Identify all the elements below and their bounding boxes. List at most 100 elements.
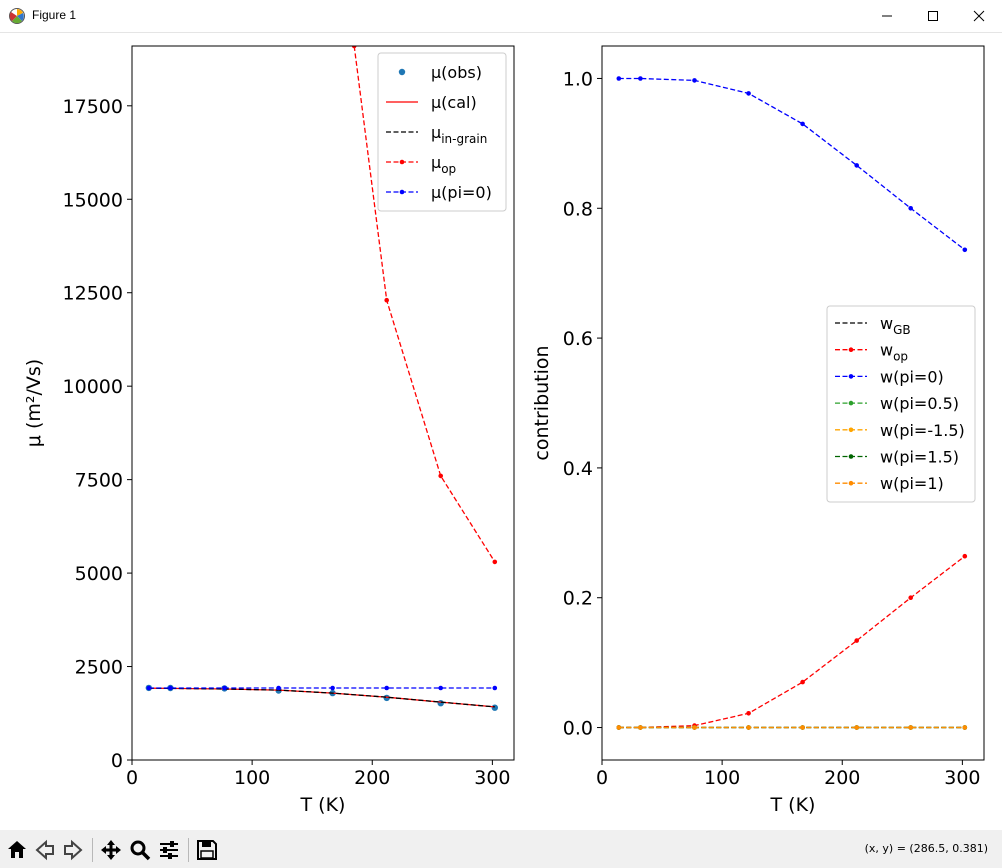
figure-svg: 0 100 200 300 0 2500 5000 7500 10000 12500 15000 17… bbox=[23, 45, 985, 816]
legend-entry: wop bbox=[835, 341, 908, 364]
maximize-icon bbox=[928, 11, 938, 21]
data-point bbox=[492, 559, 498, 565]
legend-label: wop bbox=[880, 341, 908, 364]
plot-area bbox=[145, 46, 498, 711]
legend-frame bbox=[377, 52, 507, 212]
series-3 bbox=[616, 76, 968, 253]
series-2 bbox=[616, 553, 968, 730]
data-point bbox=[908, 725, 913, 730]
legend-marker bbox=[399, 159, 405, 165]
data-point bbox=[962, 725, 968, 730]
series-5 bbox=[146, 685, 498, 691]
configure-subplots-icon bbox=[160, 841, 178, 859]
save-button[interactable] bbox=[194, 837, 220, 863]
legend-marker bbox=[398, 68, 406, 76]
x-tick-label: 200 bbox=[824, 767, 860, 789]
chart-2: 0 100 200 300 0.0 0.2 0.4 0.6 0.8 1.0 T (K) contrib… bbox=[531, 45, 985, 816]
save-icon bbox=[197, 840, 217, 860]
series-line bbox=[618, 77, 966, 251]
data-point bbox=[962, 247, 968, 253]
forward-button[interactable] bbox=[60, 837, 86, 863]
legend-entry: μ(cal) bbox=[386, 93, 477, 112]
axes-frame bbox=[131, 45, 515, 761]
data-point bbox=[746, 91, 751, 96]
legend-label: μ(obs) bbox=[431, 63, 482, 82]
pan-icon bbox=[101, 840, 121, 860]
legend-label: w(pi=1.5) bbox=[880, 448, 959, 467]
pan-button[interactable] bbox=[98, 837, 124, 863]
home-icon bbox=[8, 841, 26, 858]
window-title: Figure 1 bbox=[32, 8, 77, 22]
back-button[interactable] bbox=[32, 837, 58, 863]
data-point bbox=[692, 78, 697, 83]
data-point bbox=[276, 685, 281, 691]
legend-label: w(pi=0.5) bbox=[880, 394, 959, 413]
series-7 bbox=[616, 725, 968, 730]
y-tick-label: 0.4 bbox=[563, 458, 593, 480]
y-tick-label: 0.2 bbox=[563, 588, 593, 610]
x-tick-label: 100 bbox=[704, 767, 740, 789]
minimize-button[interactable] bbox=[864, 0, 910, 32]
close-icon bbox=[973, 10, 985, 22]
legend-entry: wGB bbox=[835, 314, 911, 337]
data-point bbox=[492, 685, 498, 691]
x-axis-label: T (K) bbox=[770, 794, 816, 816]
figure-canvas[interactable]: 0 100 200 300 0 2500 5000 7500 10000 12500 15000 17… bbox=[0, 33, 1002, 830]
y-tick-label: 5000 bbox=[75, 563, 123, 585]
data-point bbox=[146, 685, 152, 691]
legend: wGB wop w(pi=0) w(pi=0.5) w(pi=-1.5) w(pi=1.5… bbox=[826, 305, 976, 503]
y-tick-label: 0.0 bbox=[563, 718, 593, 740]
data-point bbox=[854, 725, 859, 730]
toolbar-separator bbox=[92, 838, 93, 862]
y-tick-label: 7500 bbox=[75, 470, 123, 492]
legend-marker bbox=[848, 347, 854, 353]
legend-label: wGB bbox=[880, 314, 911, 337]
legend-entry: μin-grain bbox=[386, 123, 487, 146]
data-point bbox=[854, 638, 859, 643]
x-tick-label: 100 bbox=[234, 767, 270, 789]
x-tick-label: 300 bbox=[944, 767, 980, 789]
legend-entry: μ(obs) bbox=[398, 63, 482, 82]
data-point bbox=[746, 725, 751, 730]
back-arrow-icon bbox=[35, 839, 54, 861]
legend-marker bbox=[848, 454, 854, 459]
data-point bbox=[351, 46, 357, 49]
navigation-toolbar: (x, y) = (286.5, 0.381) bbox=[0, 830, 1002, 868]
data-point bbox=[384, 297, 390, 303]
y-tick-label: 1.0 bbox=[563, 68, 593, 90]
data-point bbox=[962, 553, 968, 559]
close-button[interactable] bbox=[956, 0, 1002, 32]
data-point bbox=[908, 206, 913, 211]
data-point bbox=[491, 704, 498, 711]
data-point bbox=[616, 725, 622, 730]
legend-marker bbox=[848, 374, 854, 379]
legend-label: μ(cal) bbox=[431, 93, 477, 112]
title-bar: Figure 1 bbox=[0, 0, 1002, 33]
legend-entry: w(pi=1) bbox=[835, 474, 944, 493]
legend-entry: μ(pi=0) bbox=[386, 183, 492, 202]
y-tick-label: 2500 bbox=[75, 657, 123, 679]
configure-subplots-button[interactable] bbox=[156, 837, 182, 863]
y-tick-label: 17500 bbox=[63, 96, 123, 118]
y-tick-label: 15000 bbox=[63, 189, 123, 211]
toolbar-separator bbox=[188, 838, 189, 862]
x-tick-label: 300 bbox=[474, 767, 510, 789]
data-point bbox=[330, 685, 335, 691]
legend-frame bbox=[826, 305, 976, 503]
legend-entry: w(pi=0.5) bbox=[835, 394, 959, 413]
chart-1: 0 100 200 300 0 2500 5000 7500 10000 12500 15000 17… bbox=[23, 45, 515, 816]
data-point bbox=[692, 725, 697, 730]
legend-label: w(pi=-1.5) bbox=[880, 421, 965, 440]
x-tick-label: 0 bbox=[126, 767, 138, 789]
data-point bbox=[383, 694, 390, 702]
home-button[interactable] bbox=[4, 837, 30, 863]
data-point bbox=[800, 121, 805, 127]
cursor-coordinates: (x, y) = (286.5, 0.381) bbox=[864, 842, 988, 855]
zoom-button[interactable] bbox=[127, 837, 153, 863]
data-point bbox=[168, 685, 173, 691]
legend-label: μop bbox=[431, 153, 456, 176]
maximize-button[interactable] bbox=[910, 0, 956, 32]
y-axis-label: contribution bbox=[531, 345, 553, 460]
legend-entry: w(pi=-1.5) bbox=[835, 421, 965, 440]
data-point bbox=[638, 725, 643, 730]
